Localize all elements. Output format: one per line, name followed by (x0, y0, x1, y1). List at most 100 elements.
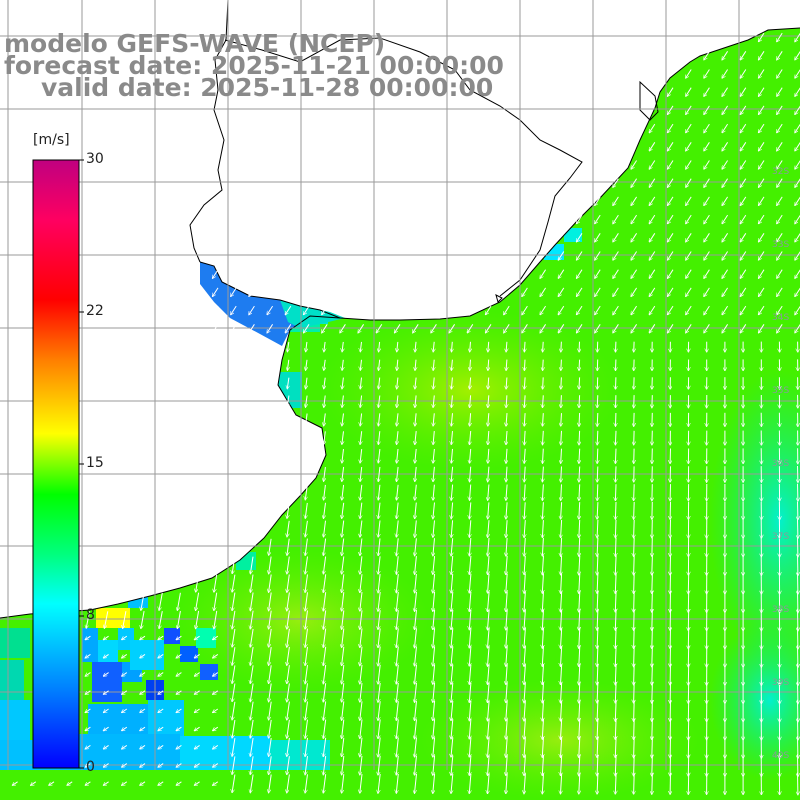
wind-arrow (304, 324, 310, 332)
wind-arrow (195, 690, 200, 694)
wind-arrow (306, 341, 307, 352)
wind-arrow (579, 519, 580, 537)
wind-arrow (378, 737, 381, 757)
wind-arrow (324, 413, 326, 425)
wind-arrow (415, 610, 417, 629)
wind-arrow (488, 700, 490, 721)
wind-arrow (561, 645, 562, 666)
wind-arrow (396, 646, 399, 666)
wind-arrow (360, 664, 363, 684)
wind-arrow (158, 635, 164, 639)
wind-arrow (287, 737, 290, 756)
wind-arrow (704, 269, 710, 278)
wind-arrow (451, 520, 452, 537)
wind-arrow (469, 737, 471, 757)
wind-arrow (342, 664, 345, 684)
colorbar (32, 159, 84, 769)
wind-arrow (397, 484, 399, 500)
wind-arrow (579, 755, 580, 775)
lat-label: 32S (772, 167, 790, 177)
wind-arrow (488, 359, 489, 371)
wind-arrow (722, 160, 729, 169)
wind-arrow (250, 756, 254, 774)
wind-arrow (451, 555, 453, 574)
wind-arrow (595, 269, 601, 278)
low-wind-cell (148, 700, 184, 740)
wind-arrow (469, 682, 471, 703)
wind-arrow (285, 324, 292, 332)
wind-arrow (558, 251, 565, 260)
wind-arrow (579, 484, 580, 500)
wind-arrow (232, 774, 236, 793)
low-wind-cell (92, 662, 122, 702)
wind-arrow (360, 683, 363, 702)
wind-arrow (360, 413, 361, 425)
wind-arrow (649, 196, 656, 205)
wind-arrow (488, 609, 490, 630)
wind-arrow (524, 413, 525, 426)
wind-arrow (104, 763, 109, 767)
wind-arrow (287, 520, 290, 537)
wind-arrow (378, 610, 381, 629)
wind-arrow (305, 719, 308, 738)
wind-arrow (506, 755, 507, 775)
wind-arrow (140, 635, 146, 639)
wind-arrow (379, 341, 380, 352)
wind-arrow (415, 591, 417, 611)
wind-arrow (323, 701, 327, 720)
wind-arrow (777, 69, 783, 78)
wind-arrow (506, 664, 507, 684)
wind-arrow (686, 105, 692, 114)
wind-arrow (542, 664, 543, 684)
wind-arrow (378, 682, 381, 702)
estuary-water-2 (280, 300, 345, 328)
wind-arrow (470, 359, 471, 370)
wind-arrow (652, 555, 653, 574)
wind-arrow (214, 574, 218, 592)
wind-arrow (140, 726, 146, 730)
wind-arrow (104, 744, 109, 748)
wind-arrow (506, 395, 507, 407)
wind-arrow (469, 646, 471, 666)
wind-arrow (777, 214, 783, 223)
wind-arrow (269, 647, 272, 665)
wind-arrow (597, 448, 598, 464)
wind-arrow (506, 555, 507, 575)
wind-arrow (488, 646, 490, 666)
wind-arrow (759, 324, 765, 332)
wind-arrow (597, 537, 598, 556)
wind-arrow (595, 214, 601, 223)
wind-arrow (433, 556, 435, 574)
wind-arrow (340, 269, 346, 278)
wind-arrow (433, 591, 436, 611)
wind-arrow (524, 537, 525, 556)
wind-arrow (324, 395, 325, 408)
wind-arrow (469, 628, 471, 648)
wind-arrow (597, 412, 598, 426)
wind-arrow (506, 718, 507, 739)
wind-arrow (613, 214, 619, 223)
wind-arrow (506, 341, 507, 352)
colorbar-tick-8: 8 (86, 607, 95, 623)
wind-arrow (306, 413, 308, 426)
wind-arrow (722, 178, 729, 187)
wind-arrow (561, 664, 562, 684)
wind-arrow (470, 484, 471, 500)
wind-arrow (652, 772, 653, 794)
wind-arrow (287, 646, 290, 665)
wind-arrow (413, 324, 419, 332)
wind-arrow (506, 359, 507, 371)
wind-arrow (668, 196, 674, 205)
wind-arrow (104, 611, 109, 628)
wind-arrow (543, 430, 544, 445)
wind-arrow (323, 574, 327, 592)
wind-arrow (561, 537, 562, 556)
wind-arrow (506, 484, 507, 501)
wind-arrow (615, 663, 616, 685)
wind-arrow (285, 287, 292, 296)
wind-arrow (488, 448, 489, 463)
wind-arrow (777, 324, 783, 332)
wind-arrow (378, 431, 379, 444)
wind-arrow (615, 682, 616, 703)
wind-arrow (451, 573, 453, 593)
